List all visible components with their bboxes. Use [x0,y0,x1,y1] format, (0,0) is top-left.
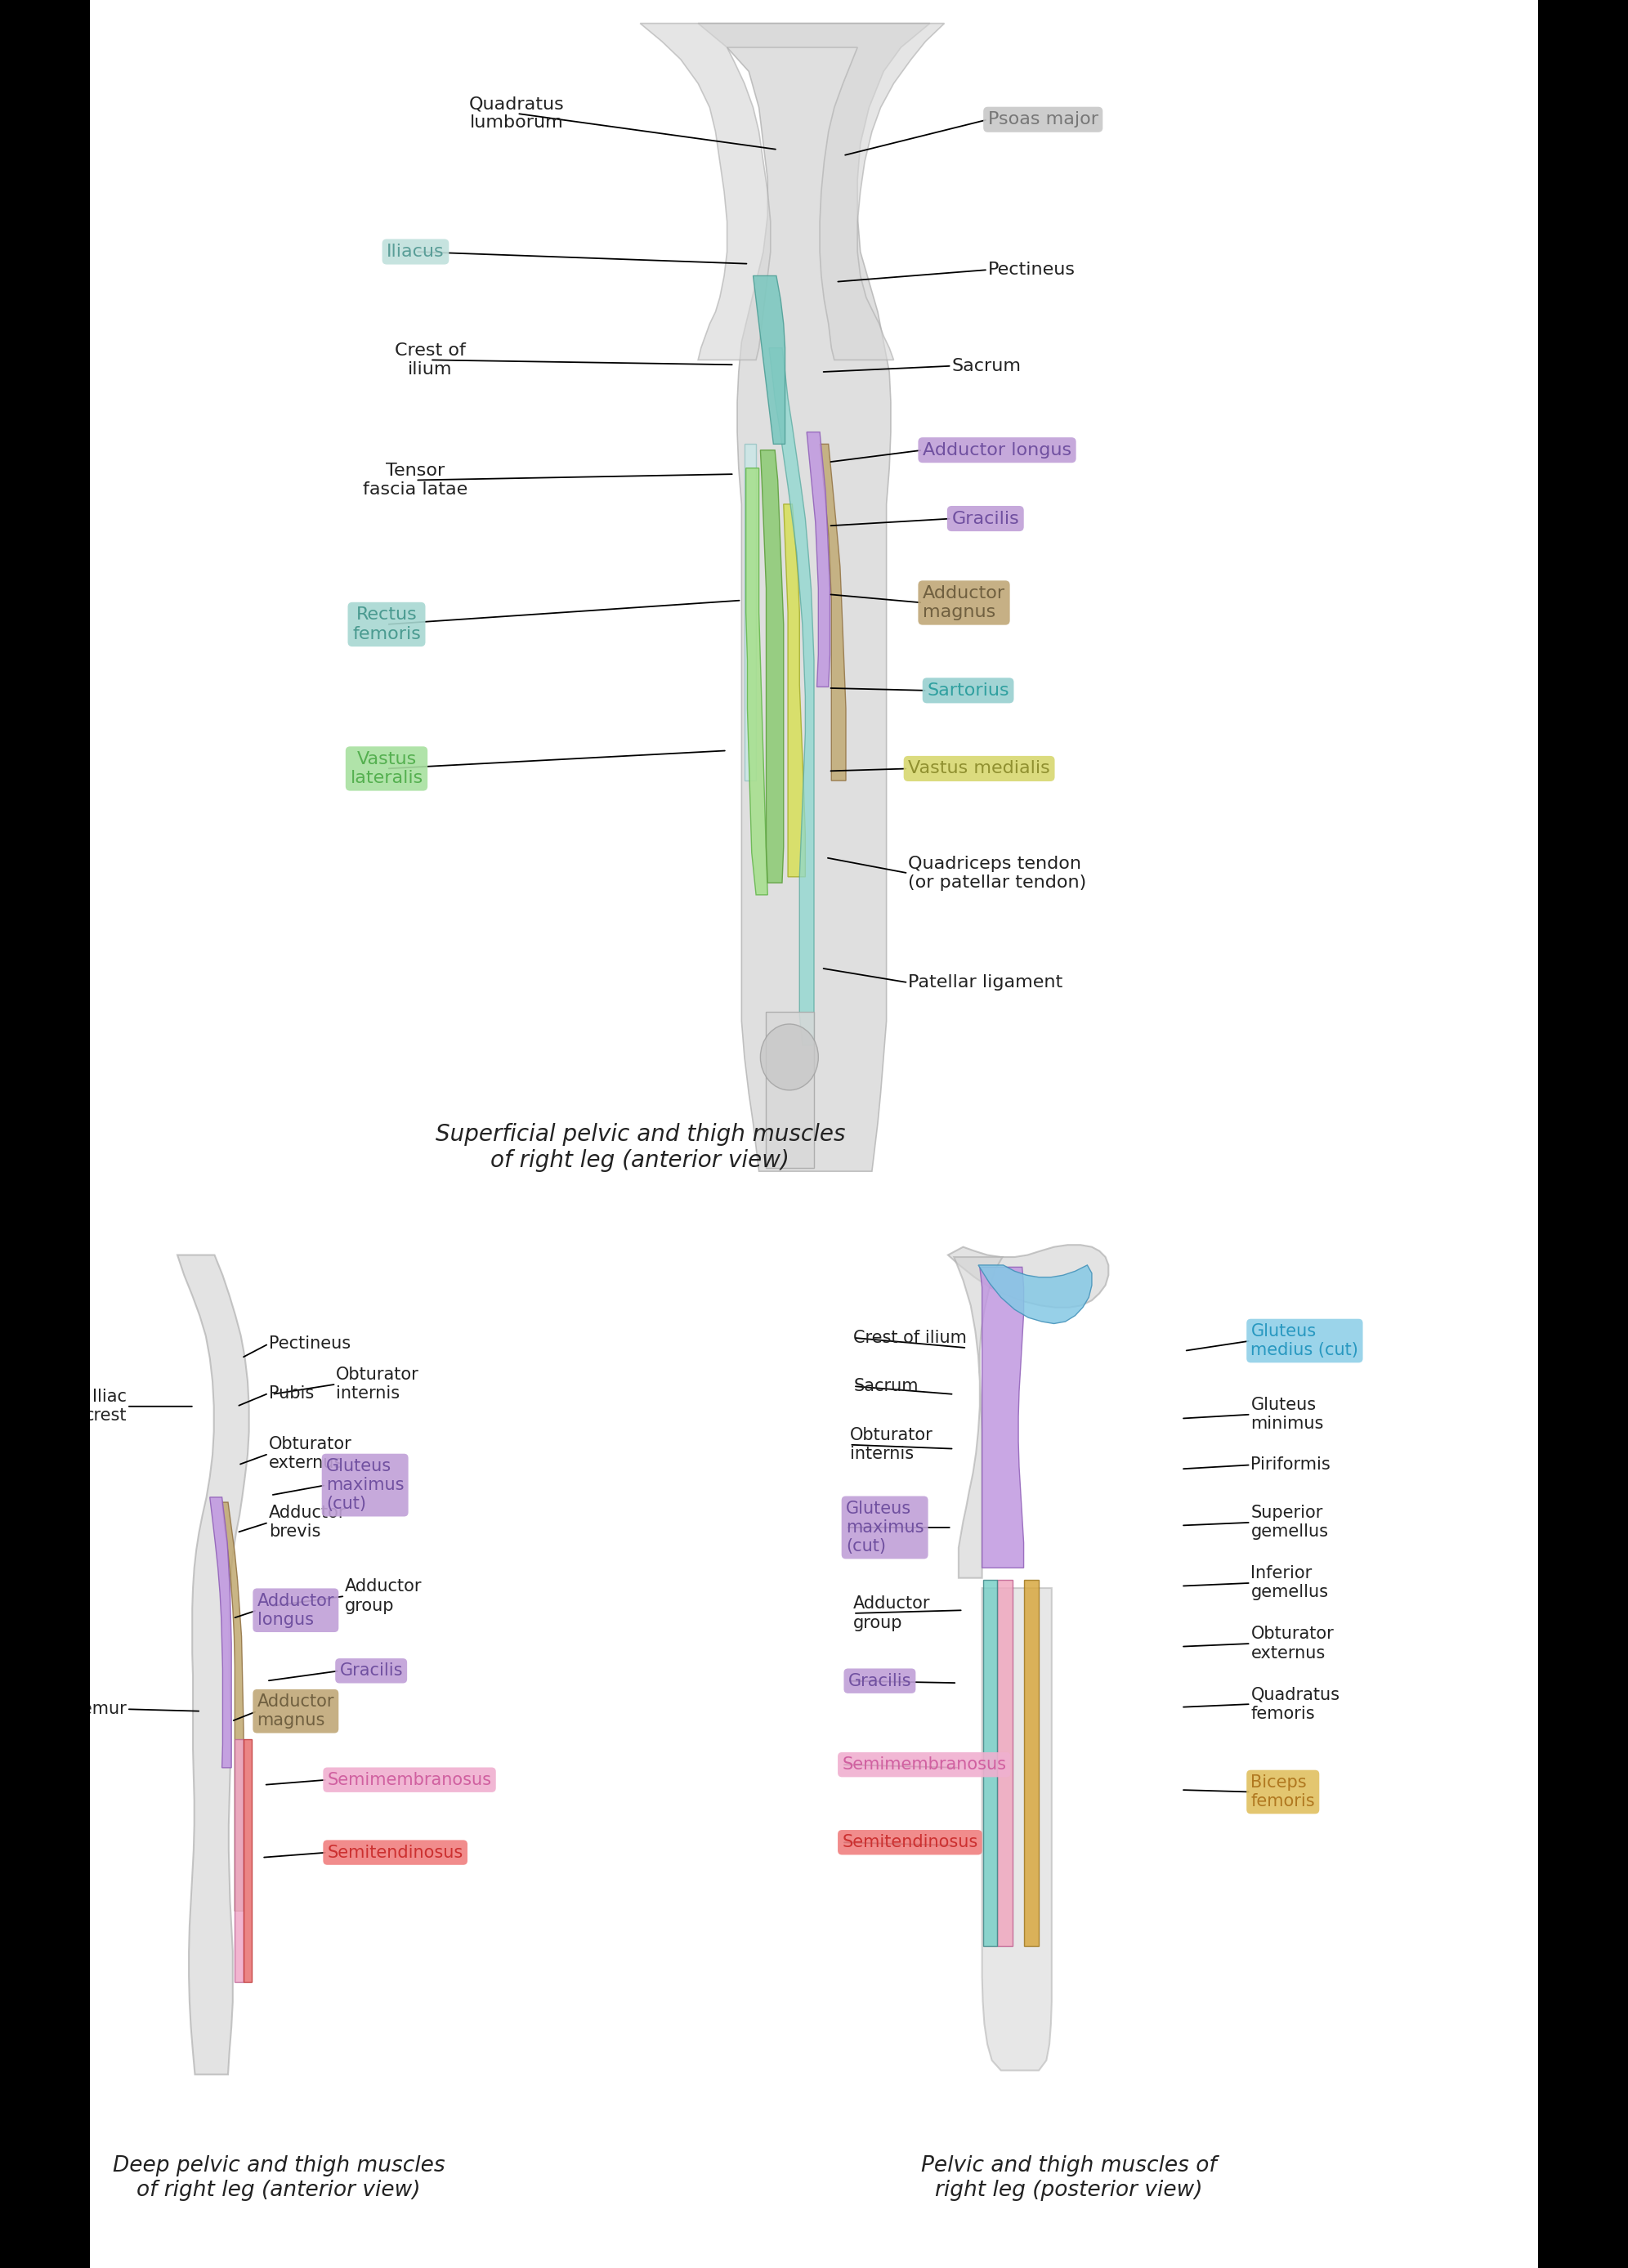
Text: Gluteus
medius (cut): Gluteus medius (cut) [1250,1322,1359,1359]
Text: Quadratus
femoris: Quadratus femoris [1250,1687,1340,1721]
Polygon shape [754,277,785,445]
Text: Gluteus
maximus
(cut): Gluteus maximus (cut) [847,1501,923,1554]
Text: Sacrum: Sacrum [853,1379,918,1395]
Polygon shape [807,431,830,687]
Text: Femur: Femur [73,1701,127,1717]
Text: Biceps
femoris: Biceps femoris [1250,1774,1315,1810]
Text: Adductor longus: Adductor longus [923,442,1071,458]
Polygon shape [244,1740,252,1982]
Polygon shape [983,1581,998,1946]
Polygon shape [982,1588,1052,2071]
Polygon shape [760,449,783,882]
Text: Quadratus
lumborum: Quadratus lumborum [469,95,565,132]
Polygon shape [980,1268,1024,1567]
Polygon shape [767,1012,814,1168]
Text: Pelvic and thigh muscles of
right leg (posterior view): Pelvic and thigh muscles of right leg (p… [921,2155,1216,2202]
Text: Pubis: Pubis [269,1386,314,1402]
Text: Adductor
magnus: Adductor magnus [923,585,1006,621]
Text: Patellar ligament: Patellar ligament [908,975,1063,991]
Text: Gracilis: Gracilis [952,510,1019,526]
Polygon shape [177,1254,249,2075]
Polygon shape [978,1266,1092,1325]
Polygon shape [1024,1581,1039,1946]
Text: Adductor
longus: Adductor longus [257,1592,334,1628]
Text: Gracilis: Gracilis [340,1662,402,1678]
Ellipse shape [760,1025,819,1091]
Polygon shape [998,1581,1013,1946]
Text: Semitendinosus: Semitendinosus [842,1835,978,1851]
Text: Crest of
ilium: Crest of ilium [394,342,466,376]
Text: Superior
gemellus: Superior gemellus [1250,1504,1328,1540]
Text: Adductor
magnus: Adductor magnus [257,1694,334,1728]
Text: Adductor
brevis: Adductor brevis [269,1504,345,1540]
Text: Vastus
lateralis: Vastus lateralis [350,751,423,787]
Text: Superficial pelvic and thigh muscles
of right leg (anterior view): Superficial pelvic and thigh muscles of … [435,1123,845,1173]
Text: Gluteus
maximus
(cut): Gluteus maximus (cut) [326,1458,404,1513]
Text: Pectineus: Pectineus [269,1336,350,1352]
Text: Semimembranosus: Semimembranosus [842,1755,1006,1774]
Polygon shape [640,23,944,361]
Text: Deep pelvic and thigh muscles
of right leg (anterior view): Deep pelvic and thigh muscles of right l… [112,2155,444,2202]
Polygon shape [698,23,930,1170]
Text: Vastus medialis: Vastus medialis [908,760,1050,778]
Polygon shape [783,503,806,878]
Text: Pectineus: Pectineus [988,261,1076,279]
Polygon shape [947,1245,1109,1306]
Text: Piriformis: Piriformis [1250,1456,1330,1474]
Text: Obturator
externus: Obturator externus [269,1436,352,1472]
Text: Psoas major: Psoas major [988,111,1099,127]
Text: Adductor
group: Adductor group [853,1597,931,1631]
Text: Inferior
gemellus: Inferior gemellus [1250,1565,1328,1601]
Text: Sartorius: Sartorius [926,683,1009,699]
Text: Semitendinosus: Semitendinosus [327,1844,464,1860]
Text: Sacrum: Sacrum [952,358,1021,374]
Text: Obturator
internis: Obturator internis [850,1427,933,1463]
Text: Tensor
fascia latae: Tensor fascia latae [363,463,467,497]
Text: Gluteus
minimus: Gluteus minimus [1250,1397,1324,1431]
Polygon shape [954,1256,1003,1579]
Polygon shape [821,445,847,780]
Text: Rectus
femoris: Rectus femoris [352,608,422,642]
Text: Semimembranosus: Semimembranosus [327,1771,492,1787]
Polygon shape [746,467,768,896]
Polygon shape [234,1740,244,1982]
Text: Obturator
internis: Obturator internis [335,1368,420,1402]
Text: Obturator
externus: Obturator externus [1250,1626,1333,1660]
Text: Iliacus: Iliacus [387,243,444,261]
Text: Iliac
crest: Iliac crest [85,1388,127,1424]
Polygon shape [768,347,814,1046]
Polygon shape [210,1497,231,1767]
Polygon shape [221,1501,244,1912]
Text: Quadriceps tendon
(or patellar tendon): Quadriceps tendon (or patellar tendon) [908,855,1086,891]
Text: Gracilis: Gracilis [848,1674,912,1690]
Polygon shape [744,445,755,780]
Text: Crest of ilium: Crest of ilium [853,1329,967,1345]
Text: Adductor
group: Adductor group [345,1579,422,1615]
